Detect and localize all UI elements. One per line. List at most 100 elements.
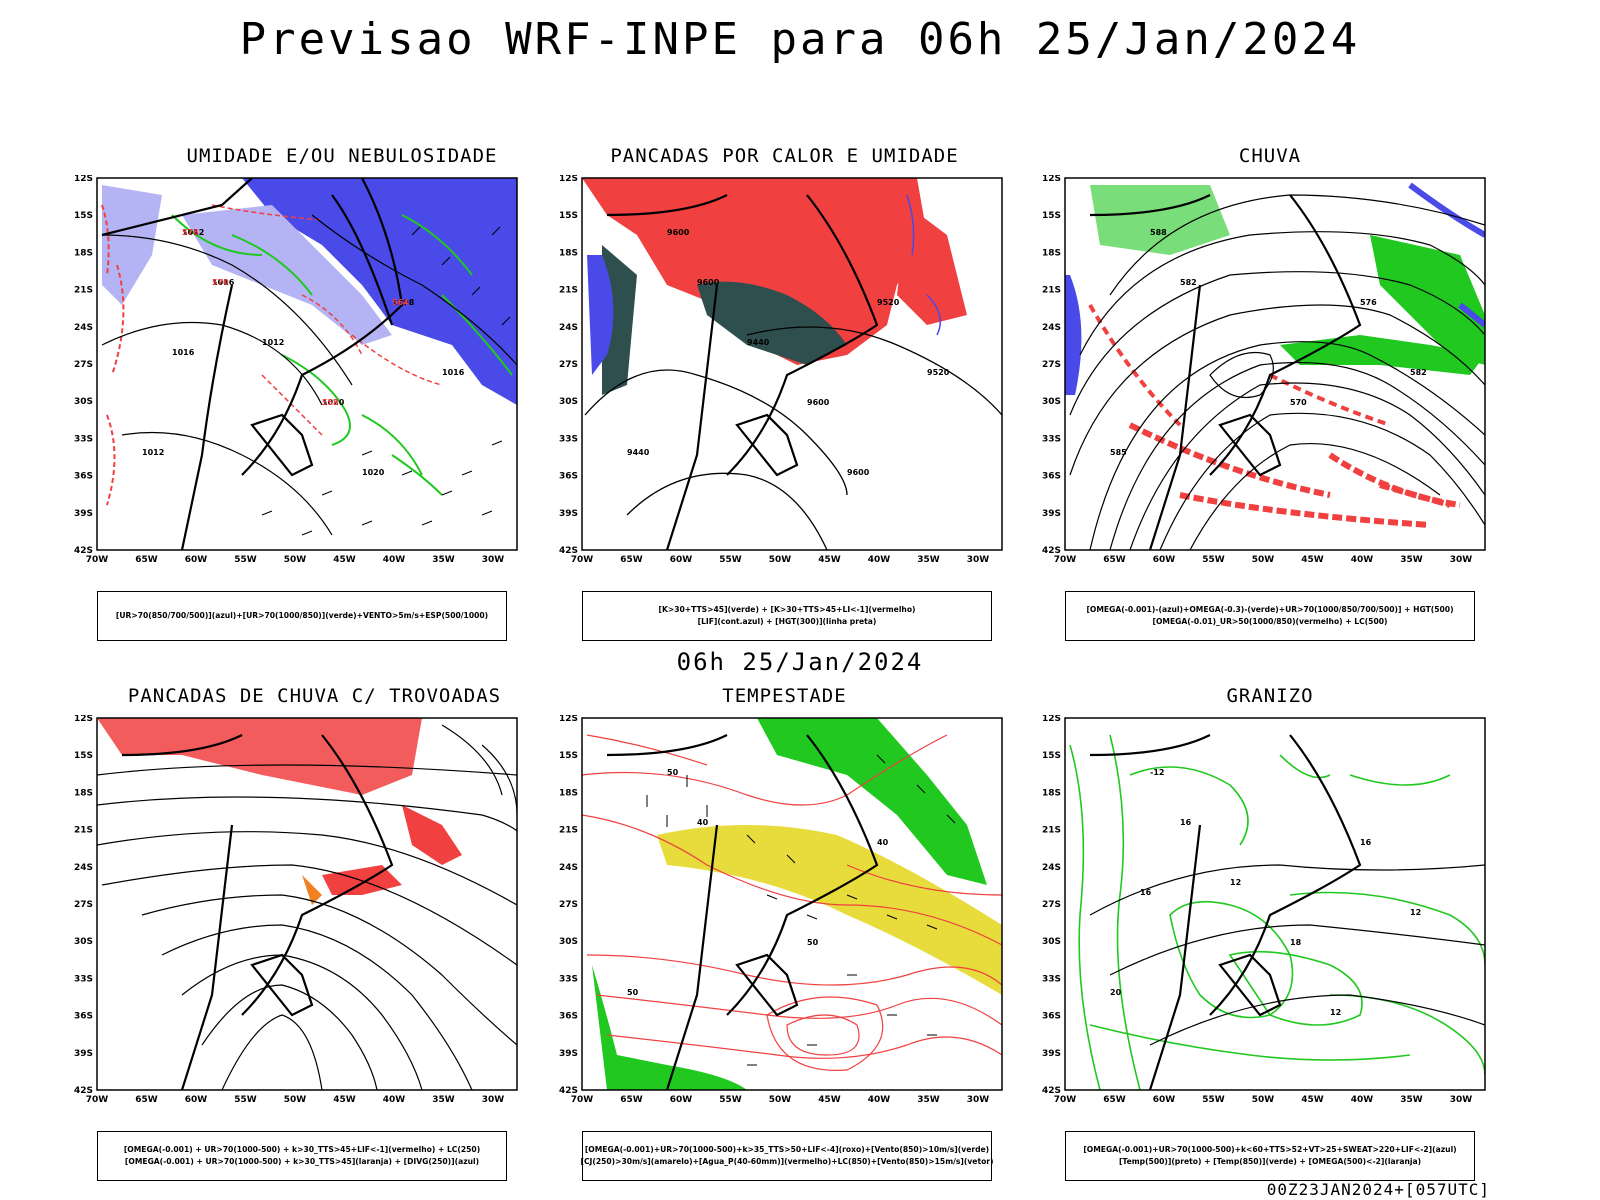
legend-line: [OMEGA(-0.001)-(azul)+OMEGA(-0.3)-(verde… bbox=[1086, 605, 1454, 614]
lon-tick-label: 65W bbox=[620, 1095, 643, 1105]
lat-tick-label: 24S bbox=[1042, 323, 1061, 333]
lat-tick-label: 12S bbox=[1042, 175, 1061, 184]
lat-tick-label: 27S bbox=[559, 360, 578, 370]
contour-label: 576 bbox=[1360, 298, 1377, 307]
lon-tick-label: 60W bbox=[1153, 1095, 1176, 1105]
panel-legend: [UR>70(850/700/500)](azul)+[UR>70(1000/8… bbox=[97, 591, 507, 641]
lon-tick-label: 70W bbox=[1054, 555, 1077, 565]
lon-tick-label: 45W bbox=[333, 555, 356, 565]
panel-title: UMIDADE E/OU NEBULOSIDADE bbox=[186, 145, 498, 167]
lon-tick-label: 30W bbox=[967, 1095, 990, 1105]
jet-stream-area bbox=[657, 825, 1002, 995]
contour-label: 9600 bbox=[667, 228, 690, 237]
contour-label: 9520 bbox=[927, 368, 950, 377]
lon-tick-label: 65W bbox=[1103, 555, 1126, 565]
lat-tick-label: 27S bbox=[559, 900, 578, 910]
lon-tick-label: 40W bbox=[1351, 1095, 1374, 1105]
contour-label: 18 bbox=[1290, 938, 1302, 947]
lat-tick-label: 33S bbox=[1042, 434, 1061, 444]
lat-tick-label: 33S bbox=[559, 434, 578, 444]
lat-tick-label: 21S bbox=[1042, 826, 1061, 836]
lat-tick-label: 18S bbox=[1042, 788, 1061, 798]
contour-label: 582 bbox=[1180, 278, 1197, 287]
lat-tick-label: 36S bbox=[74, 472, 93, 482]
lat-tick-label: 39S bbox=[559, 1049, 578, 1059]
lat-tick-label: 12S bbox=[1042, 715, 1061, 724]
lat-tick-label: 21S bbox=[1042, 286, 1061, 296]
lat-tick-label: 27S bbox=[1042, 360, 1061, 370]
lat-tick-label: 24S bbox=[74, 323, 93, 333]
lat-tick-label: 24S bbox=[1042, 863, 1061, 873]
lon-tick-label: 40W bbox=[868, 555, 891, 565]
contour-label: 1012 bbox=[142, 448, 164, 457]
legend-line: [OMEGA(-0.001)+UR>70(1000-500)+k<60+TTS>… bbox=[1083, 1145, 1457, 1154]
panel-legend: [OMEGA(-0.001)-(azul)+OMEGA(-0.3)-(verde… bbox=[1065, 591, 1475, 641]
contour-label: 582 bbox=[1410, 368, 1427, 377]
lat-tick-label: 15S bbox=[1042, 751, 1061, 761]
contour-label: 9600 bbox=[697, 278, 720, 287]
lon-tick-label: 45W bbox=[1301, 1095, 1324, 1105]
contour-label: 9520 bbox=[877, 298, 900, 307]
panel-title: CHUVA bbox=[1238, 145, 1302, 167]
lon-tick-label: 40W bbox=[868, 1095, 891, 1105]
lon-tick-label: 65W bbox=[620, 555, 643, 565]
lon-tick-label: 50W bbox=[284, 555, 307, 565]
lon-tick-label: 70W bbox=[1054, 1095, 1077, 1105]
lon-tick-label: 45W bbox=[818, 555, 841, 565]
contour-label: -12 bbox=[1150, 768, 1164, 777]
lat-tick-label: 18S bbox=[1042, 248, 1061, 258]
lat-tick-label: 33S bbox=[1042, 974, 1061, 984]
lat-tick-label: 12S bbox=[74, 175, 93, 184]
panel-title: PANCADAS POR CALOR E UMIDADE bbox=[610, 145, 959, 167]
panel-pancadas-calor: PANCADAS POR CALOR E UMIDADE 12S 15S 18S 21… bbox=[547, 145, 1047, 655]
lat-tick-label: 39S bbox=[1042, 1049, 1061, 1059]
contour-label: 1016 bbox=[442, 368, 465, 377]
lat-tick-label: 30S bbox=[559, 397, 578, 407]
lat-tick-label: 24S bbox=[559, 323, 578, 333]
panel-chuva: CHUVA 12S 15S 1 bbox=[1030, 145, 1530, 655]
contour-label: 40 bbox=[877, 838, 889, 847]
lon-tick-label: 55W bbox=[1202, 1095, 1225, 1105]
contour-label: 16 bbox=[1360, 838, 1372, 847]
lon-tick-label: 35W bbox=[1400, 1095, 1423, 1105]
lon-tick-label: 35W bbox=[432, 555, 455, 565]
red-storm-area bbox=[97, 718, 422, 795]
run-info-footer: 00Z23JAN2024+[057UTC] bbox=[1266, 1180, 1490, 1199]
legend-line: [K>30+TTS>45](verde) + [K>30+TTS>45+LI<-… bbox=[658, 605, 916, 614]
lat-tick-label: 21S bbox=[559, 286, 578, 296]
legend-line: [CJ(250)>30m/s](amarelo)+[Agua_P(40-60mm… bbox=[580, 1157, 994, 1166]
lon-tick-label: 30W bbox=[1450, 1095, 1473, 1105]
green-instability-area bbox=[697, 281, 847, 365]
lat-tick-label: 36S bbox=[559, 1012, 578, 1022]
wind-850-area bbox=[757, 718, 987, 885]
lat-tick-label: 27S bbox=[1042, 900, 1061, 910]
panel-umidade: UMIDADE E/OU NEBULOSIDADE 12S 15S 18S 21S 24… bbox=[62, 145, 562, 655]
contour-label: 1020 bbox=[362, 468, 385, 477]
lon-tick-label: 60W bbox=[1153, 555, 1176, 565]
lat-tick-label: 42S bbox=[559, 546, 578, 556]
lat-tick-label: 39S bbox=[74, 509, 93, 519]
lon-tick-label: 65W bbox=[135, 555, 158, 565]
humidity-lightblue-area bbox=[182, 205, 392, 345]
contour-label: 9600 bbox=[807, 398, 830, 407]
lat-tick-label: 18S bbox=[559, 248, 578, 258]
lat-tick-label: 15S bbox=[559, 751, 578, 761]
lat-tick-label: 42S bbox=[559, 1086, 578, 1096]
lon-tick-label: 55W bbox=[1202, 555, 1225, 565]
contour-label: 1008 bbox=[392, 298, 415, 307]
lon-tick-label: 60W bbox=[185, 555, 208, 565]
lon-tick-label: 65W bbox=[135, 1095, 158, 1105]
lat-tick-label: 18S bbox=[74, 248, 93, 258]
lon-tick-label: 45W bbox=[818, 1095, 841, 1105]
lat-tick-label: 18S bbox=[74, 788, 93, 798]
lon-tick-label: 50W bbox=[284, 1095, 307, 1105]
contour-label: 9440 bbox=[627, 448, 650, 457]
contour-label: 1016 bbox=[172, 348, 195, 357]
lat-tick-label: 15S bbox=[74, 751, 93, 761]
contour-label: 16 bbox=[1140, 888, 1152, 897]
lon-tick-label: 35W bbox=[1400, 555, 1423, 565]
legend-line: [Temp(500)](preto) + [Temp(850)](verde) … bbox=[1118, 1157, 1422, 1166]
lon-tick-label: 60W bbox=[670, 555, 693, 565]
contour-label: 20 bbox=[1110, 988, 1122, 997]
